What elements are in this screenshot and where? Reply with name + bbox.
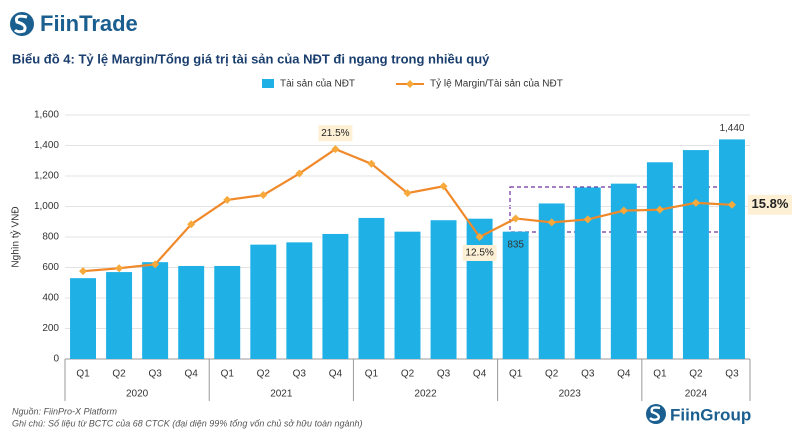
bar <box>502 231 529 359</box>
line-marker <box>511 214 520 223</box>
line-marker <box>187 220 196 229</box>
line-marker <box>79 267 88 276</box>
brand-logo <box>10 12 34 36</box>
line-marker <box>331 145 340 154</box>
x-tick-label: Q1 <box>365 369 379 380</box>
line-marker <box>259 191 268 200</box>
line-value-label: 15.8% <box>752 196 789 211</box>
legend-swatch <box>406 80 414 88</box>
group-label: 2021 <box>270 389 293 400</box>
y-tick-label: 400 <box>42 293 59 304</box>
x-tick-label: Q1 <box>509 369 523 380</box>
x-tick-label: Q3 <box>725 369 739 380</box>
bar-value-label: 835 <box>507 239 524 250</box>
x-tick-label: Q1 <box>653 369 667 380</box>
label-bg <box>318 125 353 142</box>
bar <box>394 231 421 359</box>
legend-swatch <box>262 79 274 88</box>
bar <box>106 272 133 359</box>
bar <box>250 244 277 359</box>
line-marker <box>439 182 448 191</box>
bar <box>574 187 601 359</box>
line-marker <box>115 264 124 273</box>
line-marker <box>619 206 628 215</box>
x-tick-label: Q4 <box>329 369 343 380</box>
bar <box>142 262 169 359</box>
y-tick-label: 1,000 <box>34 201 59 212</box>
bar <box>682 150 709 359</box>
x-tick-label: Q3 <box>581 369 595 380</box>
brand: FiinTrade <box>40 11 138 36</box>
y-tick-label: 600 <box>42 262 59 273</box>
x-tick-label: Q3 <box>148 369 162 380</box>
x-tick-label: Q2 <box>545 369 559 380</box>
x-tick-label: Q4 <box>617 369 631 380</box>
label-bg <box>462 245 497 261</box>
bar <box>538 203 565 359</box>
x-tick-label: Q4 <box>185 369 199 380</box>
bar <box>70 278 97 359</box>
bar <box>718 139 745 359</box>
group-label: 2023 <box>559 389 582 400</box>
line-marker <box>691 198 700 207</box>
bar <box>466 218 493 359</box>
line-marker <box>655 205 664 214</box>
x-tick-label: Q2 <box>689 369 703 380</box>
x-tick-label: Q1 <box>76 369 90 380</box>
line-marker <box>295 169 304 178</box>
footer-logo <box>646 404 666 424</box>
legend-label: Tài sản của NĐT <box>280 78 355 90</box>
x-tick-label: Q2 <box>257 369 271 380</box>
label-bg <box>747 194 792 215</box>
bar <box>358 217 385 359</box>
group-label: 2020 <box>126 389 149 400</box>
y-tick-label: 0 <box>53 354 59 365</box>
x-tick-label: Q3 <box>293 369 307 380</box>
x-tick-label: Q1 <box>221 369 235 380</box>
line-marker <box>367 159 376 168</box>
line-marker <box>583 215 592 224</box>
bar <box>322 233 349 359</box>
line-value-label: 12.5% <box>465 248 493 259</box>
bar <box>646 162 673 359</box>
y-tick-label: 1,600 <box>34 110 59 121</box>
y-tick-label: 1,400 <box>34 140 59 151</box>
group-label: 2024 <box>685 389 708 400</box>
chart-title: Biểu đồ 4: Tỷ lệ Margin/Tổng giá trị tài… <box>12 51 490 66</box>
footer-brand: FiinGroup <box>670 405 751 424</box>
line-value-label: 21.5% <box>321 128 349 139</box>
line-marker <box>727 200 736 209</box>
y-axis-label: Nghìn tỷ VNĐ <box>10 206 22 267</box>
y-tick-label: 200 <box>42 323 59 334</box>
x-tick-label: Q4 <box>473 369 487 380</box>
line-marker <box>475 233 484 241</box>
line-marker <box>547 218 556 227</box>
bar <box>214 265 241 359</box>
bar <box>430 220 457 359</box>
source: Nguồn: FiinPro-X Platform <box>12 406 118 416</box>
line-marker <box>151 260 160 269</box>
y-tick-label: 800 <box>42 232 59 243</box>
x-tick-label: Q3 <box>437 369 451 380</box>
x-tick-label: Q2 <box>401 369 415 380</box>
line-marker <box>223 195 232 204</box>
x-tick-label: Q2 <box>112 369 126 380</box>
bar <box>178 265 205 359</box>
y-tick-label: 1,200 <box>34 171 59 182</box>
note: Ghi chú: Số liệu từ BCTC của 68 CTCK (đạ… <box>12 418 363 428</box>
bar <box>286 242 313 359</box>
group-label: 2022 <box>414 389 437 400</box>
bar-value-label: 1,440 <box>719 123 744 134</box>
legend-label: Tỷ lệ Margin/Tài sản của NĐT <box>430 78 563 90</box>
line-marker <box>403 189 412 198</box>
